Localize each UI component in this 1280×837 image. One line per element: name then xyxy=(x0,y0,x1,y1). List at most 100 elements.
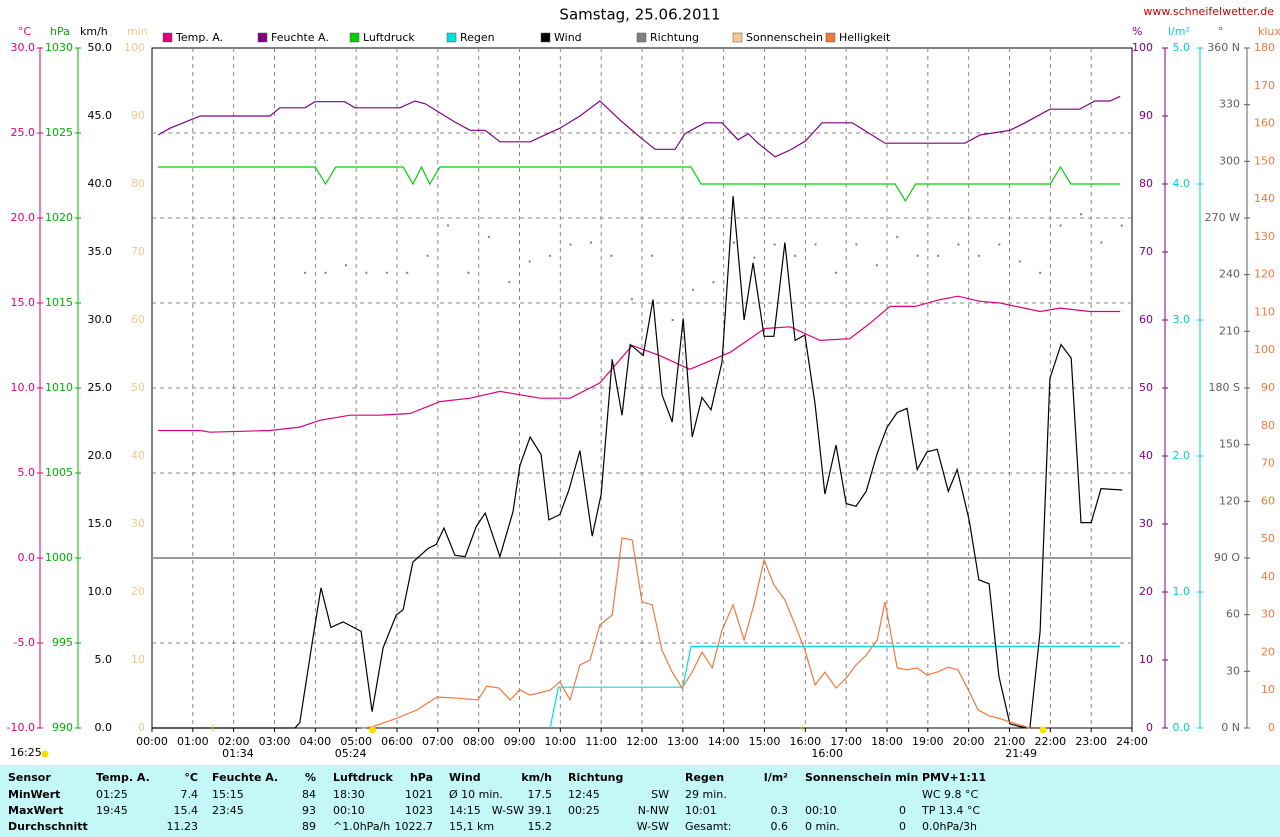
direction-dot xyxy=(569,243,572,246)
axis-unit: km/h xyxy=(80,25,108,38)
direction-dot xyxy=(630,298,633,301)
direction-dot xyxy=(549,254,552,257)
y-tick-label: 20.0 xyxy=(11,211,36,224)
x-tick-label: 07:00 xyxy=(422,735,454,748)
y-tick-label: 80 xyxy=(1261,419,1275,432)
event-label: 16:00 xyxy=(811,747,843,760)
y-tick-label: 30 xyxy=(1226,664,1240,677)
y-tick-label: 1.0 xyxy=(1173,585,1191,598)
y-tick-label: 1020 xyxy=(45,211,73,224)
y-tick-label: 160 xyxy=(1254,117,1275,130)
x-tick-label: 06:00 xyxy=(381,735,413,748)
y-tick-label: 5.0 xyxy=(95,653,113,666)
direction-dot xyxy=(977,254,980,257)
direction-dot xyxy=(773,243,776,246)
table-cell: 12:45 xyxy=(568,788,600,801)
direction-dot xyxy=(998,243,1001,246)
table-header: °C xyxy=(184,771,198,784)
y-tick-label: 150 xyxy=(1254,154,1275,167)
direction-dot xyxy=(610,254,613,257)
table-header: km/h xyxy=(521,771,552,784)
table-cell: 15.2 xyxy=(528,820,553,833)
x-tick-label: 12:00 xyxy=(626,735,658,748)
x-tick-label: 04:00 xyxy=(299,735,331,748)
table-cell: 14:15 xyxy=(449,804,481,817)
sun-marker xyxy=(369,726,376,734)
axis-unit: l/m² xyxy=(1168,25,1190,38)
y-tick-label: 10 xyxy=(1261,683,1275,696)
y-tick-label: 20.0 xyxy=(88,449,113,462)
x-tick-label: 22:00 xyxy=(1034,735,1066,748)
table-cell: 15,1 km xyxy=(449,820,494,833)
y-tick-label: 2.0 xyxy=(1173,449,1191,462)
y-tick-label: 60 xyxy=(1139,313,1153,326)
y-tick-label: 995 xyxy=(52,636,73,649)
y-tick-label: 90 O xyxy=(1214,551,1240,564)
direction-dot xyxy=(957,243,960,246)
direction-dot xyxy=(753,256,756,259)
legend-label: Richtung xyxy=(650,31,699,44)
y-tick-label: 130 xyxy=(1254,230,1275,243)
table-cell: 17.5 xyxy=(528,788,553,801)
table-cell: 19:45 xyxy=(96,804,128,817)
table-header: PMV+1:11 xyxy=(922,771,986,784)
table-header: Wind xyxy=(449,771,481,784)
table-header: Temp. A. xyxy=(96,771,150,784)
row-label: MaxWert xyxy=(8,804,63,817)
table-cell: 89 xyxy=(302,820,316,833)
x-tick-label: 03:00 xyxy=(259,735,291,748)
y-tick-label: 4.0 xyxy=(1173,177,1191,190)
table-cell: 11.23 xyxy=(167,820,199,833)
table-cell: 1022.7 xyxy=(395,820,434,833)
table-cell: SW xyxy=(651,788,669,801)
y-tick-label: 35.0 xyxy=(88,245,113,258)
y-tick-label: 70 xyxy=(131,245,145,258)
y-tick-label: 50 xyxy=(131,381,145,394)
chart-title: Samstag, 25.06.2011 xyxy=(559,6,720,24)
table-cell: 0.0hPa/3h xyxy=(922,820,977,833)
y-tick-label: 100 xyxy=(1254,343,1275,356)
direction-dot xyxy=(1100,241,1103,244)
y-tick-label: 50 xyxy=(1139,381,1153,394)
table-cell: 0 xyxy=(899,804,906,817)
event-label: 05:24 xyxy=(335,747,367,760)
y-tick-label: 110 xyxy=(1254,305,1275,318)
y-tick-label: 90 xyxy=(1261,381,1275,394)
row-label: Durchschnitt xyxy=(8,820,88,833)
table-cell: TP 13.4 °C xyxy=(921,804,980,817)
y-tick-label: 0 xyxy=(138,721,145,734)
axis-unit: ° xyxy=(1218,25,1224,38)
direction-dot xyxy=(324,271,327,274)
y-tick-label: 50 xyxy=(1261,532,1275,545)
y-tick-label: -10.0 xyxy=(7,721,35,734)
y-tick-label: 0 xyxy=(1146,721,1153,734)
y-tick-label: 30.0 xyxy=(11,41,36,54)
direction-dot xyxy=(834,271,837,274)
table-cell: 15.4 xyxy=(174,804,199,817)
direction-dot xyxy=(528,260,531,263)
direction-dot xyxy=(1079,213,1082,216)
table-header: Richtung xyxy=(568,771,623,784)
direction-dot xyxy=(937,254,940,257)
y-tick-label: 20 xyxy=(131,585,145,598)
y-tick-label: 10 xyxy=(1139,653,1153,666)
table-cell: Ø 10 min. xyxy=(449,788,503,801)
y-tick-label: 40.0 xyxy=(88,177,113,190)
y-tick-label: 1030 xyxy=(45,41,73,54)
direction-dot xyxy=(1120,224,1123,227)
series-line xyxy=(152,196,1123,729)
y-tick-label: 240 xyxy=(1219,268,1240,281)
y-tick-label: 5.0 xyxy=(1173,41,1191,54)
table-cell: 7.4 xyxy=(181,788,199,801)
axis-unit: % xyxy=(1132,25,1142,38)
x-tick-label: 15:00 xyxy=(749,735,781,748)
table-cell: Gesamt: xyxy=(685,820,732,833)
direction-dot xyxy=(447,224,450,227)
y-tick-label: 10.0 xyxy=(88,585,113,598)
y-tick-label: 20 xyxy=(1139,585,1153,598)
table-header: l/m² xyxy=(764,771,788,784)
moon-marker xyxy=(801,724,806,732)
x-tick-label: 02:00 xyxy=(218,735,250,748)
y-tick-label: 990 xyxy=(52,721,73,734)
series-line xyxy=(158,165,1121,203)
